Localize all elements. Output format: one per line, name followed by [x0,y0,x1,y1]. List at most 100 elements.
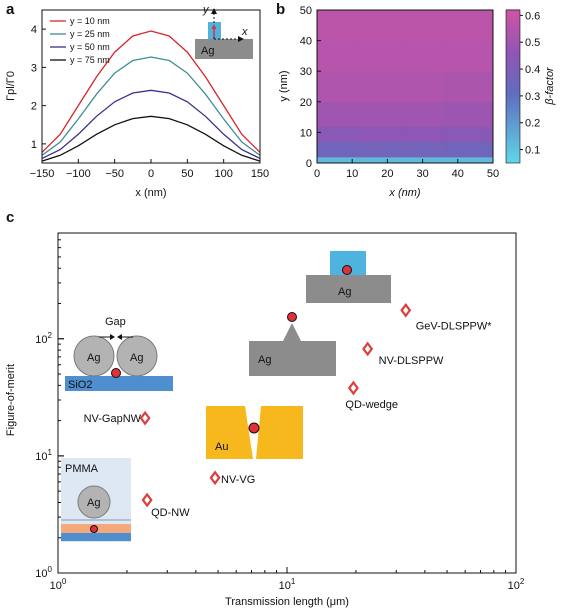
colorbar-segment [506,157,520,161]
colorbar-segment [506,80,520,84]
colorbar-segment [506,131,520,135]
colorbar-tick-label: 0.6 [525,10,540,22]
colorbar-segment [506,42,520,46]
colorbar-segment [506,27,520,31]
x-tick-label: 102 [508,577,525,592]
heatmap-cell [443,126,487,143]
heatmap-cell [485,10,494,42]
dlsppw-ag-label: Ag [338,286,351,298]
panel-c-x-ticks: 100 101 102 [50,567,525,592]
panel-a-series-group [41,30,261,162]
x-tick-label: 150 [251,168,269,180]
y-tick-label: 10 [300,127,312,139]
y-tick-label: 1 [31,139,37,151]
x-tick-label: 20 [381,168,393,180]
x-tick-label: 10 [346,168,358,180]
colorbar-tick-label: 0.3 [525,91,540,103]
panel-b-heatmap-cells [317,10,494,164]
panel-a-legend: y = 10 nm y = 25 nm y = 50 nm y = 75 nm [50,16,110,65]
colorbar-segment [506,78,520,82]
legend-label-y25: y = 25 nm [70,29,110,39]
heatmap-cell [401,141,445,158]
colorbar-segment [506,106,520,110]
colorbar-segment [506,98,520,102]
heatmap-cell [443,71,487,103]
data-point-diamond [347,380,359,396]
inset-y-label: y [202,4,210,16]
x-tick-label: 0 [148,168,154,180]
panel-c-y-axis-title: Figure-of-merit [5,364,17,436]
y-tick-label: 40 [300,36,312,48]
x-tick-label: −50 [105,168,124,180]
panel-b-y-axis-title: y (nm) [278,70,290,101]
y-tick-label: 102 [35,331,52,346]
colorbar-segment [506,11,520,16]
colorbar-segment [506,152,520,156]
heatmap-cell [485,156,494,164]
y-tick-label: 0 [306,158,312,170]
x-tick-label: −150 [30,168,55,180]
colorbar-segment [506,24,520,28]
emitter-gap-nanowire [111,368,121,378]
colorbar-segment [506,91,520,95]
x-tick-label: 101 [279,577,296,592]
au-block-right [256,406,303,459]
substrate-layer [61,533,131,541]
colorbar-segment [506,14,520,18]
panel-b-y-ticks: 0 10 20 30 40 50 [300,5,321,170]
colorbar-segment [506,22,520,26]
heatmap-cell [359,126,402,143]
ag-nanowire-right [116,335,158,377]
x-tick-label: 100 [214,168,232,180]
colorbar-segment [506,147,520,151]
device-qd-nanowire: PMMA Ag [61,458,131,542]
heatmap-cell [359,10,402,42]
heatmap-cell [443,141,487,158]
device-wedge: Ag [249,312,336,376]
x-tick-label: 30 [416,168,428,180]
colorbar-segment [506,85,520,90]
y-tick-label: 2 [31,101,37,113]
heatmap-cell [401,71,445,103]
colorbar-segment [506,154,520,158]
panel-c-y-ticks: 100 101 102 [35,232,64,580]
colorbar-segment [506,70,520,74]
colorbar-segment [506,9,520,13]
panel-a-y-ticks: 1 2 3 4 [31,24,46,151]
heatmap-cell [485,101,494,127]
ag-wedge [249,323,336,376]
sio2-substrate [65,376,173,391]
colorbar-tick-label: 0.1 [525,145,540,157]
heatmap-cell [317,10,360,42]
series-line-1 [41,56,261,156]
device-dlsppw: Ag [306,251,391,303]
colorbar-segment [506,17,520,21]
gap-arrow-right-icon [110,334,115,340]
heatmap-cell [317,40,360,72]
colorbar-segment [506,83,520,87]
colorbar-segment [506,96,520,100]
data-point-diamond [209,470,221,486]
colorbar-segment [506,144,520,148]
inset-x-arrow-icon [238,36,244,42]
y-tick-label: 100 [35,565,52,580]
panel-b-heatmap: 0 10 20 30 40 50 0 10 20 30 40 50 x (nm) y (nm) 0.… [278,5,556,199]
panel-a-x-axis-title: x (nm) [135,187,166,199]
colorbar-segment [506,65,520,69]
panel-a-x-ticks: −150 −100 −50 0 50 100 150 [30,159,269,180]
colorbar-segment [506,62,520,67]
heatmap-cell [317,71,360,103]
heatmap-cell [485,71,494,103]
heatmap-cell [359,101,402,127]
colorbar-frame [505,9,521,164]
colorbar-segment [506,32,520,36]
heatmap-cell [401,10,445,42]
colorbar-segment [506,129,520,133]
ag-nanowire-pmma [77,485,111,519]
heatmap-cell [485,141,494,158]
heatmap-cell [485,40,494,72]
colorbar-segment [506,111,520,115]
data-point-label: NV-VG [221,474,255,486]
x-tick-label: 50 [487,168,499,180]
panel-a-inset-schematic: Ag y x [195,4,253,59]
